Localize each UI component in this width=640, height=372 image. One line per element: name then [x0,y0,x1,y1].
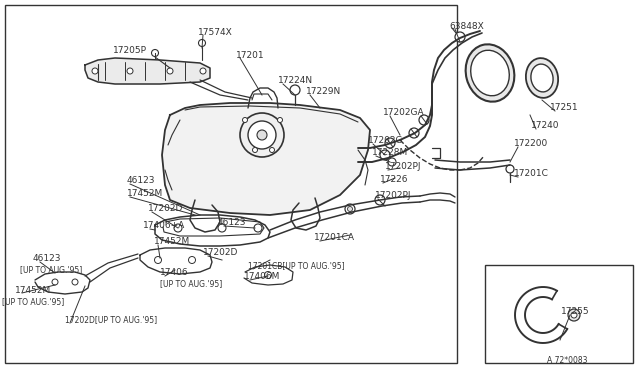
Text: 17201: 17201 [236,51,264,60]
Text: 17201CA: 17201CA [314,233,355,242]
Text: 17202D[UP TO AUG.'95]: 17202D[UP TO AUG.'95] [65,315,157,324]
Text: 17229N: 17229N [306,87,341,96]
Circle shape [409,128,419,138]
Circle shape [385,138,395,148]
Circle shape [257,130,267,140]
Circle shape [375,195,385,205]
Circle shape [419,115,429,125]
Text: 17202D: 17202D [203,248,238,257]
Text: 17226: 17226 [380,175,408,184]
Text: 17251: 17251 [550,103,579,112]
Circle shape [167,68,173,74]
Circle shape [571,312,577,318]
Text: [UP TO AUG.'95]: [UP TO AUG.'95] [160,279,222,288]
Circle shape [388,158,396,166]
Text: 46123: 46123 [218,218,246,227]
Ellipse shape [526,58,558,98]
Circle shape [240,113,284,157]
Text: 17452M: 17452M [154,237,190,246]
Polygon shape [85,58,210,84]
Text: 46123: 46123 [33,254,61,263]
Text: 17240: 17240 [531,121,559,130]
Bar [5,5,457,363]
Text: 17406+A: 17406+A [143,221,185,230]
Circle shape [248,121,276,149]
Text: [UP TO AUG.'95]: [UP TO AUG.'95] [2,297,64,306]
Circle shape [52,279,58,285]
Circle shape [72,279,78,285]
Circle shape [189,257,195,263]
Bar [485,265,633,363]
Text: 17574X: 17574X [198,28,233,37]
Circle shape [278,118,282,122]
Text: 17205P: 17205P [113,46,147,55]
Text: [UP TO AUG.'95]: [UP TO AUG.'95] [20,265,83,274]
Ellipse shape [531,64,553,92]
Text: 17202G: 17202G [368,136,403,145]
Circle shape [127,68,133,74]
Text: 17202D: 17202D [148,204,184,213]
Text: 172200: 172200 [514,139,548,148]
Text: 17228M: 17228M [372,148,408,157]
Text: 17201CB[UP TO AUG.'95]: 17201CB[UP TO AUG.'95] [248,261,344,270]
Circle shape [254,224,262,232]
Circle shape [568,309,580,321]
Circle shape [348,206,353,212]
Text: A 72*0083: A 72*0083 [547,356,588,365]
Circle shape [92,68,98,74]
Circle shape [290,85,300,95]
Text: 17255: 17255 [561,307,589,316]
Text: 63848X: 63848X [449,22,484,31]
Text: 17406: 17406 [160,268,189,277]
Circle shape [243,118,248,122]
Circle shape [380,150,390,160]
Circle shape [269,148,275,153]
Text: 17201C: 17201C [514,169,549,178]
Circle shape [152,49,159,57]
Text: 17224N: 17224N [278,76,313,85]
Ellipse shape [466,44,515,102]
Circle shape [345,204,355,214]
Text: 17406M: 17406M [244,272,280,281]
Circle shape [218,224,226,232]
Polygon shape [162,103,370,215]
Text: 17202PJ: 17202PJ [375,191,412,200]
Circle shape [174,224,182,232]
Circle shape [506,165,514,173]
Circle shape [455,32,465,42]
Circle shape [264,272,271,279]
Text: 17202GA: 17202GA [383,108,424,117]
Text: 17452M: 17452M [15,286,51,295]
Circle shape [200,68,206,74]
Text: 17202PJ: 17202PJ [385,162,422,171]
Circle shape [154,257,161,263]
Text: 46123: 46123 [127,176,156,185]
Circle shape [198,39,205,46]
Text: 17452M: 17452M [127,189,163,198]
Circle shape [253,148,257,153]
Ellipse shape [470,50,509,96]
